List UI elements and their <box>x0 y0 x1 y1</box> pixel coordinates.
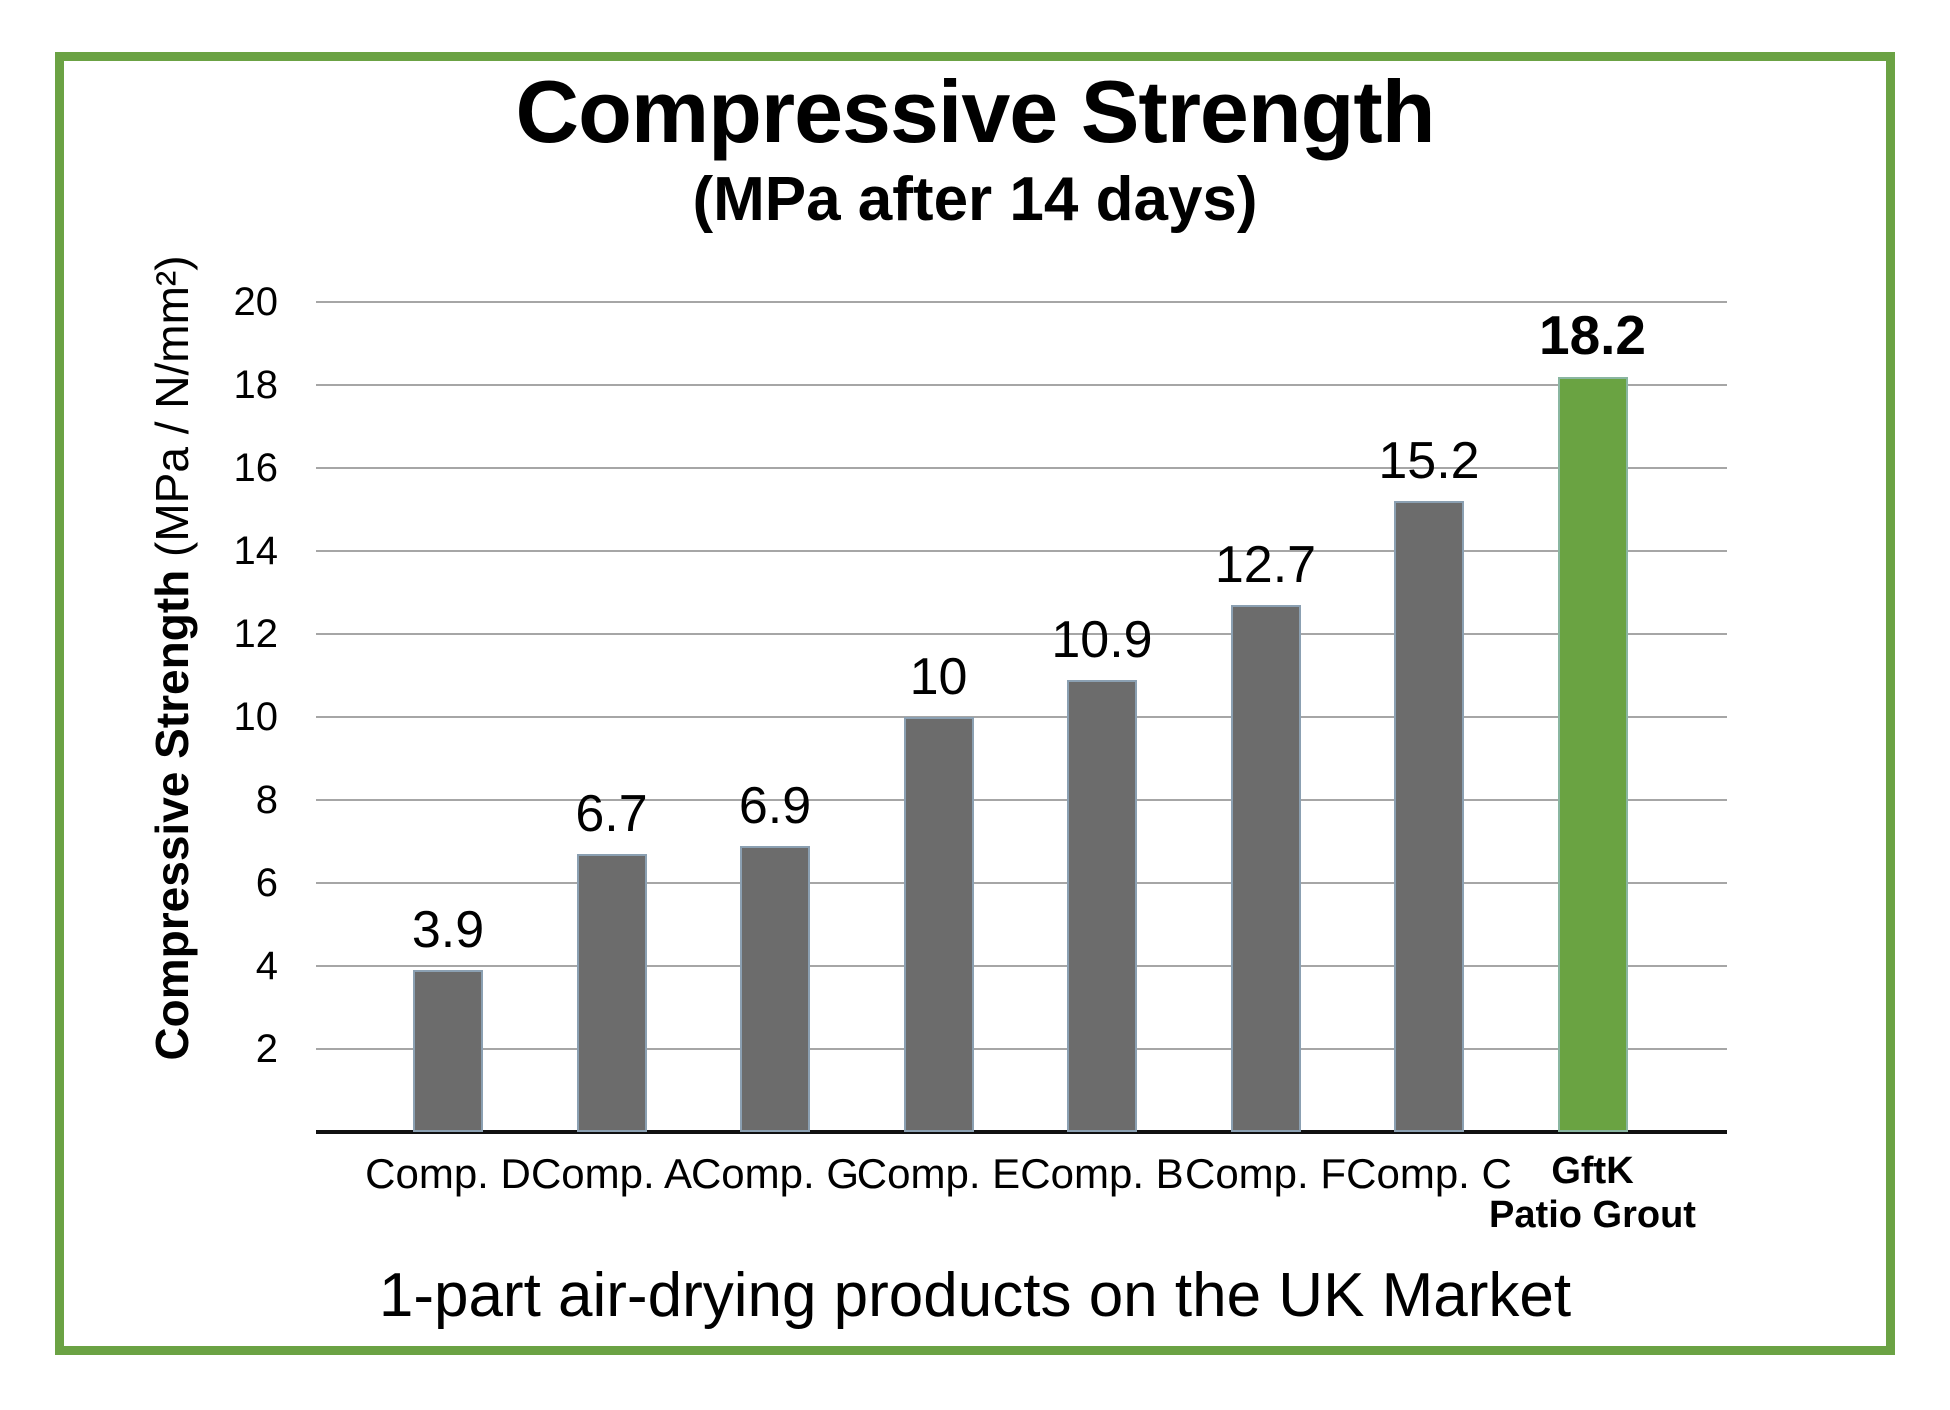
y-tick-label-8: 8 <box>255 778 278 822</box>
gridline-2 <box>316 1048 1727 1050</box>
gridline-4 <box>316 965 1727 967</box>
category-label: GftK Patio Grout <box>1489 1150 1696 1237</box>
y-axis-title-units: (MPa / N/mm²) <box>146 255 198 570</box>
bar-comp-g <box>740 845 810 1132</box>
gridline-12 <box>316 633 1727 635</box>
category-label: Comp. C <box>1346 1150 1512 1197</box>
bar-comp-f <box>1230 604 1301 1132</box>
gridline-6 <box>316 882 1727 884</box>
bar-value-label: 6.9 <box>738 776 812 835</box>
green-border-frame <box>55 52 1895 1355</box>
bar-value-label: 12.7 <box>1214 535 1317 594</box>
category-label: Comp. D <box>365 1150 531 1197</box>
gridline-10 <box>316 716 1727 718</box>
bar-comp-c <box>1394 501 1464 1132</box>
bar-value-label: 18.2 <box>1538 303 1647 366</box>
x-axis-line <box>316 1130 1727 1134</box>
y-tick-label-20: 20 <box>233 280 279 324</box>
category-label-line: Patio Grout <box>1489 1193 1696 1236</box>
y-tick-label-18: 18 <box>233 363 279 407</box>
category-label: Comp. A <box>530 1150 693 1197</box>
bar-comp-e <box>903 717 974 1132</box>
category-label: Comp. E <box>856 1150 1021 1197</box>
y-tick-label-12: 12 <box>233 612 279 656</box>
gridline-8 <box>316 799 1727 801</box>
bar-comp-a <box>576 853 647 1132</box>
gridline-18 <box>316 384 1727 386</box>
y-tick-label-4: 4 <box>255 944 278 988</box>
category-label: Comp. G <box>690 1150 860 1197</box>
bar-value-label: 15.2 <box>1378 432 1480 491</box>
y-axis-title: Compressive Strength (MPa / N/mm²) <box>145 255 199 1060</box>
bar-value-label: 10 <box>909 648 968 706</box>
y-tick-label-2: 2 <box>255 1027 278 1071</box>
gridline-20 <box>316 301 1727 303</box>
bar-comp-b <box>1067 679 1137 1132</box>
y-tick-label-10: 10 <box>233 695 279 739</box>
bar-value-label: 6.7 <box>575 784 648 843</box>
plot-area: 20 18 16 14 12 10 8 6 4 2 3.9 Comp. D 6.7 Comp. A 6.9 C… <box>234 282 1727 1236</box>
bar-gftk-patio-grout <box>1557 376 1628 1132</box>
gridline-14 <box>316 550 1727 552</box>
y-tick-label-6: 6 <box>255 861 278 905</box>
y-tick-label-16: 16 <box>233 446 279 490</box>
bar-comp-d <box>413 970 483 1132</box>
y-tick-label-14: 14 <box>233 529 279 573</box>
bar-value-label: 3.9 <box>411 901 485 960</box>
x-axis-caption: 1-part air-drying products on the UK Mar… <box>378 1261 1572 1330</box>
bar-value-label: 10.9 <box>1051 610 1153 669</box>
chart-subtitle: (MPa after 14 days) <box>692 165 1258 234</box>
y-axis-title-bold: Compressive Strength <box>146 569 198 1061</box>
category-label: Comp. B <box>1020 1150 1184 1197</box>
chart-title: Compressive Strength <box>515 62 1436 161</box>
gridline-16 <box>316 467 1727 469</box>
category-label: Comp. F <box>1184 1150 1347 1197</box>
category-label-line: GftK <box>1551 1150 1634 1192</box>
